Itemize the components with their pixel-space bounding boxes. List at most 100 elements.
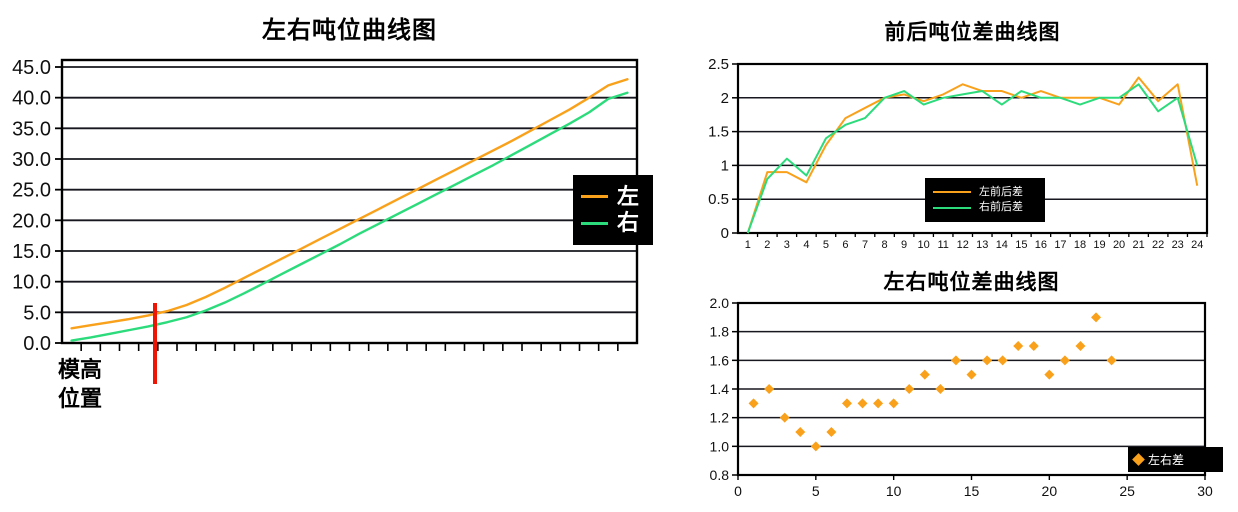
scatter-point: [1075, 341, 1086, 351]
y-tick-label: 30.0: [12, 149, 51, 171]
y-tick-label: 1.4: [710, 381, 730, 397]
scatter-point: [1013, 341, 1024, 351]
x-tick-label: 7: [862, 239, 868, 251]
x-tick-label: 14: [996, 239, 1008, 251]
chart3-plot-area: 2.0 1.8 1.6 1.4 1.2 1.0 0.80 5 10 15 20 25 30: [710, 295, 1213, 499]
x-tick-label: 17: [1054, 239, 1066, 251]
y-tick-label: 2.5: [708, 56, 729, 73]
chart1-legend-item-left: 左: [581, 183, 645, 209]
gridlines-and-ticks: 45.0 40.0 35.0 30.0 25.0 20.0 15.0 10.0 5.0 0.0: [12, 57, 637, 355]
chart1-legend: 左 右: [573, 175, 653, 245]
scatter-point: [1059, 355, 1070, 366]
y-tick-label: 10.0: [12, 272, 51, 294]
legend-line-swatch-orange: [933, 191, 971, 194]
plot-border: [60, 58, 639, 345]
x-tick-label: 10: [886, 483, 902, 499]
scatter-point: [764, 384, 775, 394]
legend-diamond-swatch-orange: [1132, 453, 1145, 466]
y-tick-label: 35.0: [12, 118, 51, 140]
x-tick-label: 15: [964, 483, 980, 499]
x-tick-label: 22: [1152, 239, 1164, 251]
scatter-point: [779, 412, 790, 423]
scatter-point: [888, 398, 899, 409]
x-tick-label: 25: [1119, 483, 1135, 499]
scatter-point: [935, 384, 946, 394]
y-tick-label: 15.0: [12, 241, 51, 263]
x-tick-label: 30: [1197, 483, 1213, 499]
x-tick-label: 24: [1191, 239, 1203, 251]
chart1-legend-item-right: 右: [581, 212, 645, 234]
scatter-point: [873, 398, 884, 409]
y-tick-label: 5.0: [23, 302, 51, 324]
x-tick-label: 8: [882, 239, 888, 251]
x-tick-label: 2: [764, 239, 770, 251]
chart3-legend: 左右差: [1128, 447, 1223, 472]
scatter-point: [966, 369, 977, 380]
x-tick-label: 20: [1042, 483, 1058, 499]
scatter-point: [841, 398, 852, 409]
x-tick-label: 0: [734, 483, 742, 499]
scatter-point: [748, 398, 759, 409]
chart2-legend-label-right-diff: 右前后差: [979, 201, 1023, 214]
x-tick-label: 19: [1093, 239, 1105, 251]
scatter-point: [1028, 341, 1039, 351]
chart2-legend: 左前后差 右前后差: [925, 178, 1045, 222]
y-tick-label: 1.8: [710, 324, 730, 340]
x-tick-label: 9: [901, 239, 907, 251]
x-tick-label: 15: [1015, 239, 1027, 251]
mold-height-annotation: 模高 位置: [58, 357, 103, 411]
scatter-point: [950, 355, 961, 366]
chart3-legend-item-lr-diff: 左右差: [1132, 452, 1217, 467]
series-line-orange: [746, 76, 1199, 234]
chart2-legend-label-left-diff: 左前后差: [979, 185, 1023, 198]
x-tick-label: 13: [976, 239, 988, 251]
x-tick-label: 18: [1074, 239, 1086, 251]
y-tick-label: 40.0: [12, 88, 51, 110]
legend-line-swatch-orange: [581, 195, 608, 199]
chart3-title: 左右吨位差曲线图: [883, 271, 1060, 294]
scatter-point: [904, 384, 915, 394]
x-tick-label: 1: [745, 239, 751, 251]
y-tick-label: 1.6: [710, 352, 730, 368]
legend-line-swatch-green: [933, 206, 971, 209]
scatter-point: [1044, 369, 1055, 380]
x-tick-label: 21: [1132, 239, 1144, 251]
x-tick-label: 5: [812, 483, 820, 499]
x-tick-label: 12: [957, 239, 969, 251]
scatter-point: [826, 427, 837, 437]
series-line-green: [746, 83, 1199, 234]
series-line-orange: [70, 78, 629, 330]
y-tick-label: 2.0: [710, 295, 730, 311]
y-tick-label: 0.8: [710, 467, 730, 483]
x-tick-label: 11: [937, 239, 948, 251]
y-tick-label: 1.2: [710, 410, 730, 426]
x-tick-label: 5: [823, 239, 829, 251]
scatter-point: [857, 398, 868, 409]
scatter-point: [997, 355, 1008, 366]
chart1-legend-label-left: 左: [617, 183, 640, 209]
scatter-point: [795, 427, 806, 437]
x-tick-label: 4: [803, 239, 809, 251]
y-tick-label: 2: [721, 90, 729, 107]
x-tick-label: 6: [842, 239, 848, 251]
x-tick-label: 23: [1172, 239, 1184, 251]
chart2-title: 前后吨位差曲线图: [884, 21, 1061, 44]
plot-border: [736, 301, 1207, 477]
scatter-point: [982, 355, 993, 366]
y-tick-label: 25.0: [12, 180, 51, 202]
y-tick-label: 0.0: [23, 333, 51, 355]
x-tick-label: 20: [1113, 239, 1125, 251]
y-tick-label: 0.5: [708, 191, 729, 208]
x-tick-label: 16: [1035, 239, 1047, 251]
y-tick-label: 20.0: [12, 210, 51, 232]
mold-height-marker-line: [153, 303, 157, 384]
chart2-legend-item-left-diff: 左前后差: [933, 185, 1037, 198]
chart2-legend-item-right-diff: 右前后差: [933, 202, 1037, 213]
y-tick-label: 1: [721, 157, 729, 174]
chart1-legend-label-right: 右: [617, 210, 640, 236]
scatter-point: [919, 369, 930, 380]
scatter-point: [1091, 312, 1102, 323]
chart3-legend-label-lr-diff: 左右差: [1148, 452, 1185, 467]
y-tick-label: 45.0: [12, 57, 51, 79]
